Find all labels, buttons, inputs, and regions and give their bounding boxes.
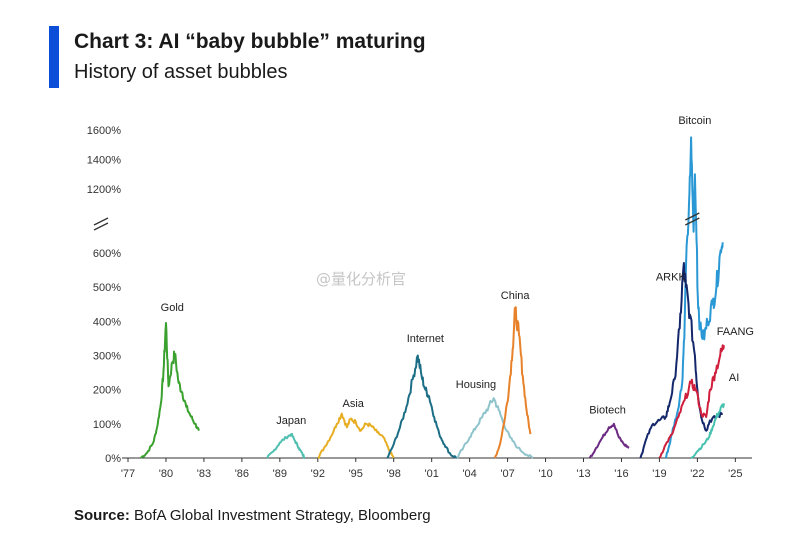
y-tick-label: 100% — [93, 419, 121, 431]
x-tick-label: '86 — [235, 468, 249, 480]
watermark-text: @量化分析官 — [316, 270, 407, 288]
series-label-arkk: ARKK — [656, 271, 687, 283]
series-line-gold — [140, 322, 200, 459]
y-tick-label: 0% — [105, 453, 121, 465]
x-tick-label: '83 — [197, 468, 211, 480]
y-tick-label: 1400% — [87, 155, 121, 167]
series-line-biotech — [588, 422, 630, 459]
source-note: Source: BofA Global Investment Strategy,… — [74, 507, 431, 524]
series-label-china: China — [501, 290, 531, 302]
y-tick-label: 400% — [93, 316, 121, 328]
y-tick-label: 600% — [93, 248, 121, 260]
series-line-housing — [456, 397, 534, 459]
y-tick-label: 300% — [93, 351, 121, 363]
series-label-ai: AI — [729, 372, 739, 384]
x-tick-label: '13 — [576, 468, 590, 480]
x-tick-label: '77 — [121, 468, 135, 480]
x-tick-label: '10 — [538, 468, 552, 480]
series-label-japan: Japan — [276, 415, 306, 427]
x-tick-label: '80 — [159, 468, 173, 480]
x-tick-label: '19 — [652, 468, 666, 480]
x-tick-label: '95 — [349, 468, 363, 480]
series-line-arkk — [639, 262, 724, 459]
series-break-mark — [685, 212, 700, 221]
x-tick-label: '98 — [387, 468, 401, 480]
series-line-faang — [658, 344, 725, 459]
series-label-biotech: Biotech — [589, 405, 626, 417]
series-line-bitcoin — [664, 136, 724, 459]
series-line-japan — [266, 432, 306, 459]
y-axis-break-mark — [93, 222, 109, 231]
y-tick-label: 1600% — [87, 125, 121, 137]
series-label-internet: Internet — [407, 333, 444, 345]
series-line-china — [493, 306, 532, 459]
x-tick-label: '07 — [500, 468, 514, 480]
series-break-mark — [685, 217, 700, 226]
x-tick-label: '16 — [614, 468, 628, 480]
y-tick-label: 1200% — [87, 184, 121, 196]
y-tick-label: 500% — [93, 282, 121, 294]
chart-title: Chart 3: AI “baby bubble” maturing — [74, 30, 426, 53]
x-tick-label: '22 — [690, 468, 704, 480]
series-line-asia — [317, 412, 395, 459]
title-accent-bar — [49, 26, 59, 88]
chart-subtitle: History of asset bubbles — [74, 61, 288, 83]
series-label-asia: Asia — [343, 398, 365, 410]
series-label-housing: Housing — [456, 379, 496, 391]
source-text: BofA Global Investment Strategy, Bloombe… — [129, 507, 431, 524]
source-label: Source: — [74, 507, 130, 524]
x-tick-label: '25 — [728, 468, 742, 480]
x-tick-label: '92 — [311, 468, 325, 480]
x-tick-label: '89 — [273, 468, 287, 480]
asset-bubbles-chart: '77 '80 '83 '86 '89 '92 '95 '98 '01 '04 '07 '10 '13 '… — [87, 115, 754, 480]
series-line-ai — [690, 403, 725, 459]
series-line-internet — [386, 354, 458, 459]
series-label-faang: FAANG — [717, 326, 754, 338]
series-label-gold: Gold — [161, 302, 184, 314]
x-tick-label: '04 — [462, 468, 476, 480]
y-axis-break-mark — [93, 217, 109, 226]
y-tick-label: 200% — [93, 385, 121, 397]
x-tick-label: '01 — [425, 468, 439, 480]
series-label-bitcoin: Bitcoin — [678, 115, 711, 127]
